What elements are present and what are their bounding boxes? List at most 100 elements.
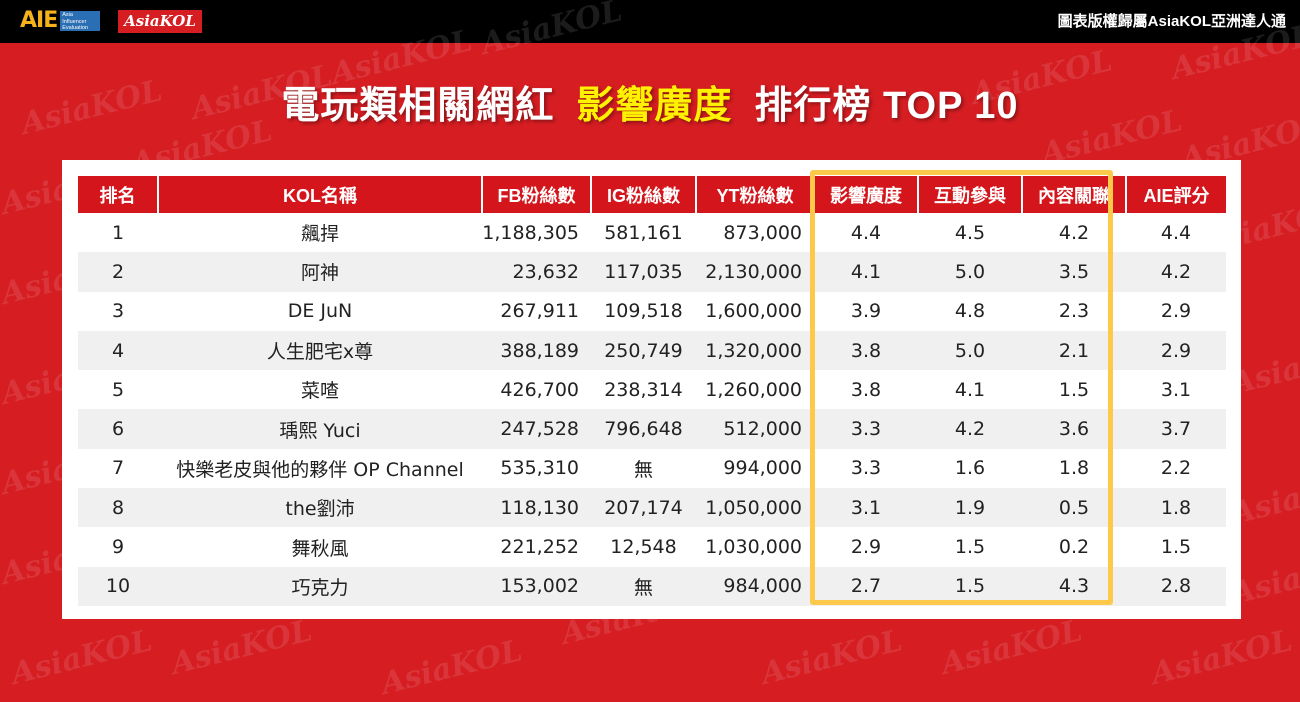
cell-influence: 2.9 bbox=[814, 527, 918, 567]
cell-engagement: 5.0 bbox=[918, 330, 1022, 371]
cell-aie-score: 2.9 bbox=[1126, 330, 1226, 371]
cell-ig-fans: 207,174 bbox=[591, 488, 696, 528]
cell-ig-fans: 無 bbox=[591, 448, 696, 489]
top-bar: AIE Asia Influencer Evaluation AsiaKOL 圖… bbox=[0, 0, 1300, 43]
header-influence: 影響廣度 bbox=[814, 176, 919, 213]
cell-rank: 4 bbox=[78, 330, 158, 371]
header-aie-score: AIE評分 bbox=[1126, 176, 1226, 213]
ranking-table: 排名 KOL名稱 FB粉絲數 IG粉絲數 YT粉絲數 影響廣度 互動參與 內容關聯 AIE評分 … bbox=[78, 176, 1226, 606]
watermark-text: AsiaKOL bbox=[167, 613, 316, 682]
table-row: 5 菜喳 426,700 238,314 1,260,000 3.8 4.1 1.5 3.1 bbox=[78, 370, 1226, 410]
cell-kol-name: 巧克力 bbox=[158, 566, 482, 606]
table-row: 1 飆捍 1,188,305 581,161 873,000 4.4 4.5 4.2 4.4 bbox=[78, 213, 1226, 253]
cell-relevance: 1.8 bbox=[1022, 448, 1126, 489]
cell-fb-fans: 1,188,305 bbox=[482, 213, 591, 253]
cell-kol-name: DE JuN bbox=[158, 291, 482, 331]
cell-engagement: 1.9 bbox=[918, 488, 1022, 528]
cell-relevance: 3.6 bbox=[1022, 409, 1126, 449]
cell-yt-fans: 994,000 bbox=[696, 448, 814, 489]
cell-influence: 3.8 bbox=[814, 330, 918, 371]
header-relevance: 內容關聯 bbox=[1022, 176, 1127, 213]
ranking-panel: 排名 KOL名稱 FB粉絲數 IG粉絲數 YT粉絲數 影響廣度 互動參與 內容關聯 AIE評分 … bbox=[62, 160, 1241, 619]
header-yt-fans: YT粉絲數 bbox=[696, 176, 815, 213]
cell-engagement: 1.5 bbox=[918, 566, 1022, 606]
table-row: 4 人生肥宅x尊 388,189 250,749 1,320,000 3.8 5.0 2.1 2… bbox=[78, 330, 1226, 371]
cell-aie-score: 4.2 bbox=[1126, 252, 1226, 292]
cell-influence: 3.9 bbox=[814, 291, 918, 331]
cell-rank: 2 bbox=[78, 252, 158, 292]
aie-logo: AIE Asia Influencer Evaluation bbox=[20, 9, 108, 33]
cell-yt-fans: 2,130,000 bbox=[696, 252, 814, 292]
cell-influence: 3.3 bbox=[814, 448, 918, 489]
cell-kol-name: 舞秋風 bbox=[158, 527, 482, 567]
cell-ig-fans: 109,518 bbox=[591, 291, 696, 331]
cell-aie-score: 1.8 bbox=[1126, 488, 1226, 528]
cell-kol-name: 快樂老皮與他的夥伴 OP Channel bbox=[158, 448, 482, 489]
header-fb-fans: FB粉絲數 bbox=[482, 176, 592, 213]
cell-fb-fans: 267,911 bbox=[482, 291, 591, 331]
watermark-text: AsiaKOL bbox=[937, 613, 1086, 682]
aie-logo-subtext: Asia Influencer Evaluation bbox=[60, 11, 101, 31]
cell-aie-score: 2.2 bbox=[1126, 448, 1226, 489]
cell-kol-name: the劉沛 bbox=[158, 488, 482, 528]
cell-influence: 2.7 bbox=[814, 566, 918, 606]
header-rank: 排名 bbox=[78, 176, 159, 213]
cell-influence: 3.3 bbox=[814, 409, 918, 449]
header-kol-name: KOL名稱 bbox=[158, 176, 483, 213]
table-body: 1 飆捍 1,188,305 581,161 873,000 4.4 4.5 4.2 4.4 2 阿… bbox=[78, 213, 1226, 606]
cell-aie-score: 2.9 bbox=[1126, 291, 1226, 331]
cell-kol-name: 菜喳 bbox=[158, 370, 482, 410]
cell-yt-fans: 873,000 bbox=[696, 213, 814, 253]
cell-influence: 3.1 bbox=[814, 488, 918, 528]
cell-engagement: 1.5 bbox=[918, 527, 1022, 567]
cell-fb-fans: 153,002 bbox=[482, 566, 591, 606]
cell-rank: 7 bbox=[78, 448, 158, 489]
cell-yt-fans: 1,050,000 bbox=[696, 488, 814, 528]
cell-engagement: 5.0 bbox=[918, 252, 1022, 292]
cell-yt-fans: 1,320,000 bbox=[696, 330, 814, 371]
cell-influence: 4.4 bbox=[814, 213, 918, 253]
header-ig-fans: IG粉絲數 bbox=[591, 176, 697, 213]
cell-ig-fans: 無 bbox=[591, 566, 696, 606]
watermark-text: AsiaKOL bbox=[757, 623, 906, 692]
cell-ig-fans: 796,648 bbox=[591, 409, 696, 449]
cell-yt-fans: 984,000 bbox=[696, 566, 814, 606]
cell-fb-fans: 247,528 bbox=[482, 409, 591, 449]
cell-aie-score: 1.5 bbox=[1126, 527, 1226, 567]
table-row: 10 巧克力 153,002 無 984,000 2.7 1.5 4.3 2.8 bbox=[78, 566, 1226, 606]
cell-kol-name: 阿神 bbox=[158, 252, 482, 292]
table-row: 2 阿神 23,632 117,035 2,130,000 4.1 5.0 3.5 4.2 bbox=[78, 252, 1226, 292]
table-row: 7 快樂老皮與他的夥伴 OP Channel 535,310 無 994,000 3.3 1… bbox=[78, 448, 1226, 489]
cell-aie-score: 3.1 bbox=[1126, 370, 1226, 410]
table-row: 6 瑀熙 Yuci 247,528 796,648 512,000 3.3 4.2 3.6 3.… bbox=[78, 409, 1226, 449]
cell-aie-score: 3.7 bbox=[1126, 409, 1226, 449]
title-highlight: 影響廣度 bbox=[576, 85, 733, 127]
aie-logo-text: AIE bbox=[20, 8, 58, 33]
cell-aie-score: 2.8 bbox=[1126, 566, 1226, 606]
cell-fb-fans: 388,189 bbox=[482, 330, 591, 371]
cell-fb-fans: 23,632 bbox=[482, 252, 591, 292]
cell-yt-fans: 512,000 bbox=[696, 409, 814, 449]
cell-relevance: 0.2 bbox=[1022, 527, 1126, 567]
cell-engagement: 4.8 bbox=[918, 291, 1022, 331]
header-engagement: 互動參與 bbox=[918, 176, 1023, 213]
copyright-notice: 圖表版權歸屬AsiaKOL亞洲達人通 bbox=[1057, 13, 1286, 30]
cell-relevance: 0.5 bbox=[1022, 488, 1126, 528]
cell-rank: 9 bbox=[78, 527, 158, 567]
title-part-1: 電玩類相關網紅 bbox=[281, 85, 555, 127]
cell-engagement: 4.5 bbox=[918, 213, 1022, 253]
cell-relevance: 2.1 bbox=[1022, 330, 1126, 371]
asiakol-logo: AsiaKOL bbox=[118, 10, 202, 33]
page-title: 電玩類相關網紅 影響廣度 排行榜 TOP 10 bbox=[0, 74, 1300, 129]
cell-ig-fans: 581,161 bbox=[591, 213, 696, 253]
cell-relevance: 4.2 bbox=[1022, 213, 1126, 253]
cell-fb-fans: 535,310 bbox=[482, 448, 591, 489]
cell-rank: 6 bbox=[78, 409, 158, 449]
cell-ig-fans: 117,035 bbox=[591, 252, 696, 292]
cell-fb-fans: 221,252 bbox=[482, 527, 591, 567]
cell-ig-fans: 250,749 bbox=[591, 330, 696, 371]
cell-relevance: 2.3 bbox=[1022, 291, 1126, 331]
cell-engagement: 4.1 bbox=[918, 370, 1022, 410]
cell-yt-fans: 1,030,000 bbox=[696, 527, 814, 567]
watermark-text: AsiaKOL bbox=[377, 633, 526, 702]
